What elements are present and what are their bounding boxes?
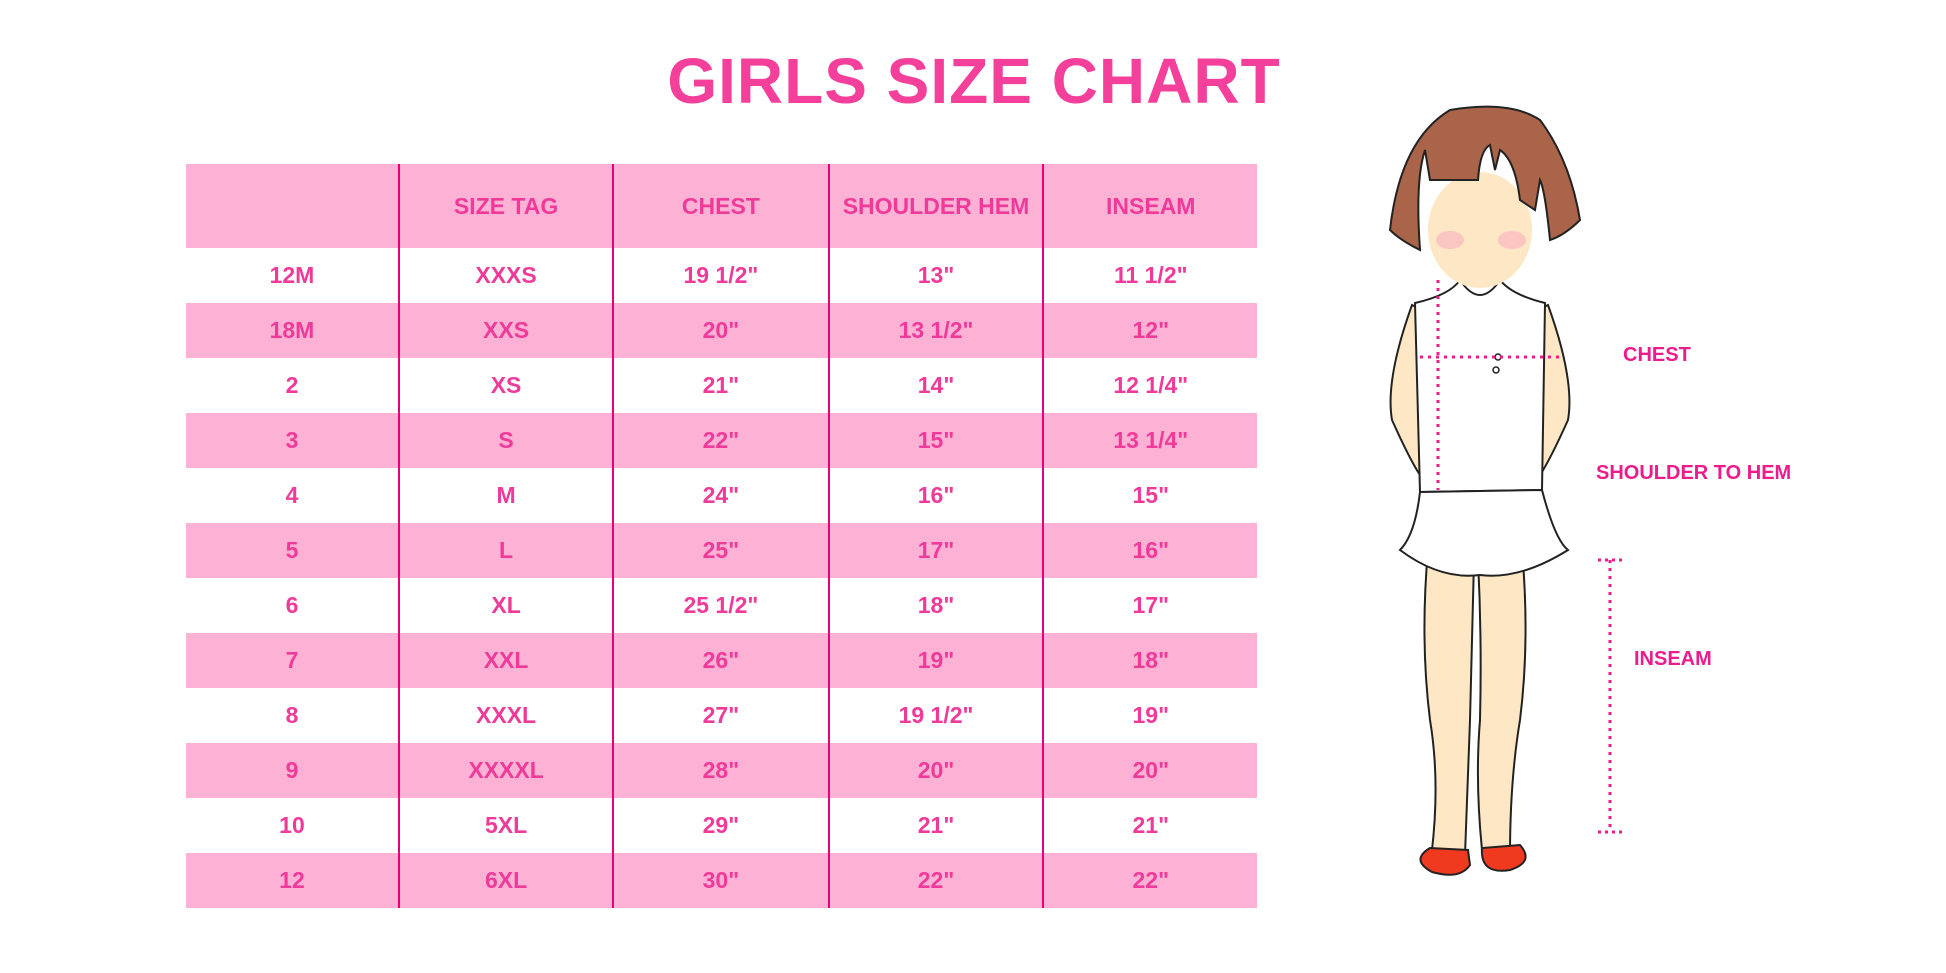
table-cell: 17"	[1042, 578, 1257, 633]
table-row: 12M XXXS 19 1/2" 13" 11 1/2"	[186, 248, 1257, 303]
table-cell: 19 1/2"	[827, 688, 1044, 743]
header-cell: SIZE TAG	[397, 164, 614, 248]
page-title: GIRLS SIZE CHART	[667, 45, 1281, 117]
girl-illustration	[1388, 105, 1622, 876]
header-cell: SHOULDER HEM	[827, 164, 1044, 248]
table-cell: 29"	[612, 798, 829, 853]
table-cell: 18"	[1042, 633, 1257, 688]
table-cell: L	[397, 523, 614, 578]
table-cell: 19"	[1042, 688, 1257, 743]
table-cell: 18M	[186, 303, 399, 358]
table-cell: 22"	[612, 413, 829, 468]
table-cell: XS	[397, 358, 614, 413]
table-cell: 5XL	[397, 798, 614, 853]
table-cell: 17"	[827, 523, 1044, 578]
table-cell: 28"	[612, 743, 829, 798]
table-row: 10 5XL 29" 21" 21"	[186, 798, 1257, 853]
table-cell: 6	[285, 592, 299, 618]
table-cell: 19 1/2"	[612, 248, 829, 303]
table-row: 8 XXXL 27" 19 1/2" 19"	[186, 688, 1257, 743]
table-cell: 12M	[269, 262, 315, 288]
table-cell: 13 1/2"	[827, 303, 1044, 358]
table-cell: XXL	[397, 633, 614, 688]
table-row: 12 6XL 30" 22" 22"	[186, 853, 1257, 908]
header-cell: INSEAM	[1042, 164, 1257, 248]
table-cell: 27"	[612, 688, 829, 743]
table-cell: S	[397, 413, 614, 468]
size-table: SIZE TAG CHEST SHOULDER HEM INSEAM 12M XX…	[186, 164, 1257, 908]
table-cell: XXXS	[397, 248, 614, 303]
table-cell: 18"	[827, 578, 1044, 633]
table-cell: 7	[186, 633, 399, 688]
table-row: 2 XS 21" 14" 12 1/4"	[186, 358, 1257, 413]
table-cell: 13"	[827, 248, 1044, 303]
table-cell: 20"	[612, 303, 829, 358]
chest-label: CHEST	[1623, 344, 1691, 366]
table-cell: 6XL	[397, 853, 614, 908]
table-cell: 12 1/4"	[1042, 358, 1257, 413]
table-cell: XXXXL	[397, 743, 614, 798]
table-cell: 21"	[1042, 798, 1257, 853]
table-row: 6 XL 25 1/2" 18" 17"	[186, 578, 1257, 633]
table-header-row: SIZE TAG CHEST SHOULDER HEM INSEAM	[186, 164, 1257, 248]
table-cell: 25"	[612, 523, 829, 578]
table-cell: 12	[186, 853, 399, 908]
table-cell: 25 1/2"	[612, 578, 829, 633]
table-cell: XXS	[397, 303, 614, 358]
table-cell: 15"	[827, 413, 1044, 468]
table-cell: 16"	[1042, 523, 1257, 578]
table-cell: 12"	[1042, 303, 1257, 358]
table-cell: 30"	[612, 853, 829, 908]
table-cell: 20"	[1042, 743, 1257, 798]
table-cell: XXXL	[397, 688, 614, 743]
table-row: 4 M 24" 16" 15"	[186, 468, 1257, 523]
table-cell: 4	[285, 482, 299, 508]
table-cell: 11 1/2"	[1042, 248, 1257, 303]
table-cell: 20"	[827, 743, 1044, 798]
table-cell: 3	[186, 413, 399, 468]
table-cell: 10	[279, 812, 305, 838]
table-row: 9 XXXXL 28" 20" 20"	[186, 743, 1257, 798]
table-cell: XL	[397, 578, 614, 633]
table-cell: 21"	[612, 358, 829, 413]
table-cell: M	[397, 468, 614, 523]
table-cell: 16"	[827, 468, 1044, 523]
table-cell: 13 1/4"	[1042, 413, 1257, 468]
table-cell: 22"	[1042, 853, 1257, 908]
table-row: 7 XXL 26" 19" 18"	[186, 633, 1257, 688]
inseam-label: INSEAM	[1634, 648, 1712, 670]
table-cell: 26"	[612, 633, 829, 688]
table-cell: 9	[186, 743, 399, 798]
table-cell: 22"	[827, 853, 1044, 908]
table-cell: 15"	[1042, 468, 1257, 523]
header-cell: CHEST	[612, 164, 829, 248]
table-row: 18M XXS 20" 13 1/2" 12"	[186, 303, 1257, 358]
table-cell: 8	[285, 702, 299, 728]
header-cell	[186, 164, 399, 248]
shoulder-to-hem-label: SHOULDER TO HEM	[1596, 462, 1792, 484]
table-row: 3 S 22" 15" 13 1/4"	[186, 413, 1257, 468]
table-cell: 5	[186, 523, 399, 578]
table-cell: 14"	[827, 358, 1044, 413]
table-cell: 2	[285, 372, 299, 398]
table-cell: 24"	[612, 468, 829, 523]
table-row: 5 L 25" 17" 16"	[186, 523, 1257, 578]
table-cell: 21"	[827, 798, 1044, 853]
table-cell: 19"	[827, 633, 1044, 688]
